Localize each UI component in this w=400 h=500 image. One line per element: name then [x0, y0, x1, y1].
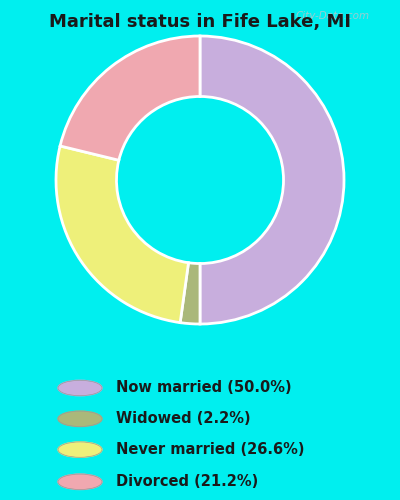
Text: Divorced (21.2%): Divorced (21.2%): [116, 474, 258, 490]
Circle shape: [58, 380, 102, 396]
Circle shape: [58, 442, 102, 458]
Wedge shape: [60, 36, 200, 160]
Wedge shape: [180, 262, 200, 324]
Text: Widowed (2.2%): Widowed (2.2%): [116, 412, 251, 426]
Text: City-Data.com: City-Data.com: [295, 11, 369, 21]
Wedge shape: [56, 146, 188, 322]
Wedge shape: [200, 36, 344, 324]
Text: Now married (50.0%): Now married (50.0%): [116, 380, 292, 396]
Text: Never married (26.6%): Never married (26.6%): [116, 442, 304, 457]
Circle shape: [58, 474, 102, 490]
Circle shape: [58, 411, 102, 426]
Text: Marital status in Fife Lake, MI: Marital status in Fife Lake, MI: [49, 12, 351, 30]
